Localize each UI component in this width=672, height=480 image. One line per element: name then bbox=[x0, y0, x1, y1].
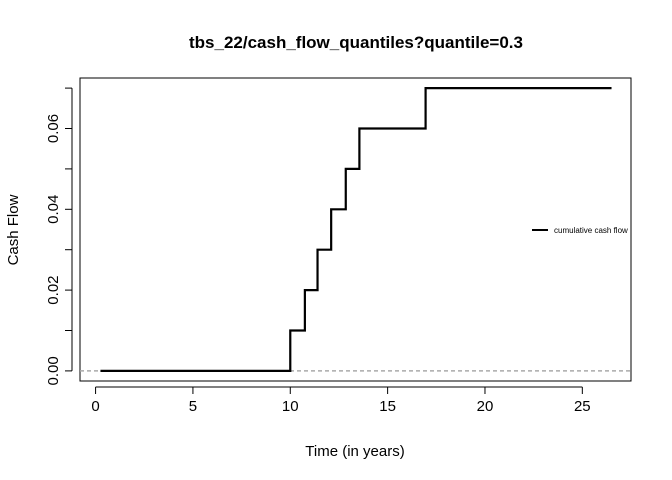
plot-frame bbox=[79, 77, 632, 382]
y-tick-label: 0.06 bbox=[45, 114, 62, 143]
x-tick-label: 25 bbox=[574, 398, 591, 415]
y-tick-label: 0.00 bbox=[45, 356, 62, 385]
x-tick-label: 15 bbox=[379, 398, 396, 415]
x-axis-label: Time (in years) bbox=[305, 443, 404, 460]
x-tick-label: 5 bbox=[189, 398, 197, 415]
x-tick-label: 20 bbox=[477, 398, 494, 415]
y-axis: 0.00 0.02 0.04 0.06 bbox=[45, 87, 73, 386]
legend: cumulative cash flow bbox=[532, 226, 628, 235]
series-layer bbox=[100, 87, 612, 372]
x-axis: 0 5 10 15 20 25 bbox=[91, 386, 591, 415]
legend-label: cumulative cash flow bbox=[554, 226, 628, 235]
series-line bbox=[100, 87, 612, 372]
y-axis-label: Cash Flow bbox=[5, 194, 22, 265]
x-tick-label: 0 bbox=[91, 398, 99, 415]
chart-title: tbs_22/cash_flow_quantiles?quantile=0.3 bbox=[189, 33, 523, 52]
x-tick-label: 10 bbox=[282, 398, 299, 415]
y-tick-label: 0.04 bbox=[45, 195, 62, 224]
y-tick-label: 0.02 bbox=[45, 275, 62, 304]
